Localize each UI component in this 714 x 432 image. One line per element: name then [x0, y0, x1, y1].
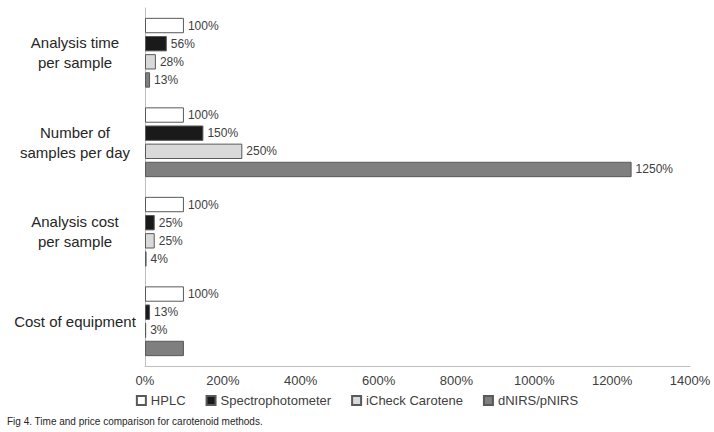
svg-text:800%: 800% [440, 373, 474, 388]
svg-text:Cost of equipment: Cost of equipment [14, 313, 137, 330]
svg-text:Number of: Number of [40, 124, 111, 141]
svg-text:dNIRS/pNIRS: dNIRS/pNIRS [498, 393, 579, 408]
svg-text:Fig 4. Time and price comparis: Fig 4. Time and price comparison for car… [7, 416, 263, 427]
svg-text:1200%: 1200% [592, 373, 633, 388]
svg-text:200%: 200% [206, 373, 240, 388]
svg-text:HPLC: HPLC [151, 393, 186, 408]
svg-text:1250%: 1250% [636, 162, 674, 176]
svg-text:iCheck Carotene: iCheck Carotene [366, 393, 463, 408]
svg-text:4%: 4% [151, 252, 169, 266]
svg-text:1000%: 1000% [514, 373, 555, 388]
svg-text:400%: 400% [284, 373, 318, 388]
svg-text:25%: 25% [159, 234, 183, 248]
svg-text:13%: 13% [154, 73, 178, 87]
svg-text:Analysis cost: Analysis cost [31, 213, 119, 230]
svg-text:100%: 100% [188, 19, 219, 33]
svg-text:Spectrophotometer: Spectrophotometer [221, 393, 332, 408]
svg-text:600%: 600% [362, 373, 396, 388]
svg-text:250%: 250% [246, 144, 277, 158]
svg-text:Analysis time: Analysis time [31, 34, 119, 51]
svg-text:100%: 100% [188, 198, 219, 212]
svg-text:56%: 56% [171, 37, 195, 51]
svg-text:13%: 13% [154, 305, 178, 319]
svg-text:150%: 150% [207, 126, 238, 140]
svg-text:3%: 3% [150, 323, 168, 337]
svg-text:0%: 0% [136, 373, 155, 388]
svg-text:samples per day: samples per day [20, 144, 131, 161]
svg-text:100%: 100% [188, 108, 219, 122]
svg-text:28%: 28% [160, 55, 184, 69]
svg-text:25%: 25% [159, 216, 183, 230]
svg-text:100%: 100% [188, 287, 219, 301]
svg-text:per sample: per sample [38, 233, 112, 250]
svg-text:per sample: per sample [38, 54, 112, 71]
svg-text:1400%: 1400% [670, 373, 711, 388]
